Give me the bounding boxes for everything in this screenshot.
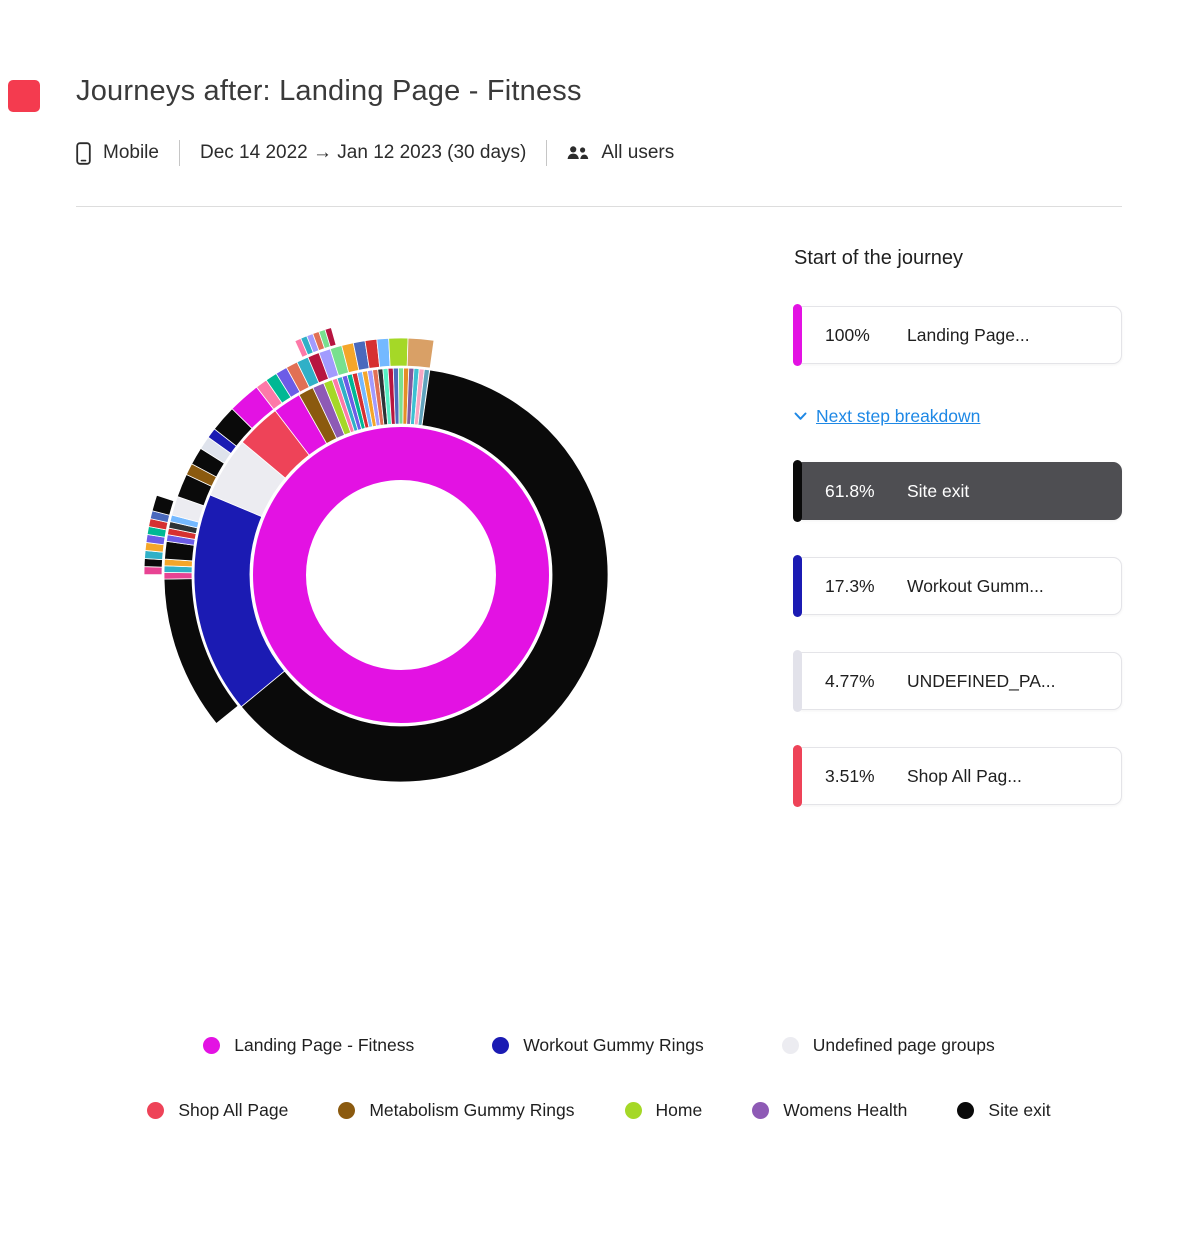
legend-item[interactable]: Shop All Page — [147, 1100, 288, 1121]
card-label: UNDEFINED_PA... — [907, 670, 1056, 691]
device-label: Mobile — [103, 142, 159, 163]
next-step-breakdown-row: Next step breakdown — [794, 404, 1122, 428]
legend-item[interactable]: Home — [624, 1100, 703, 1121]
breakdown-card-shop-all[interactable]: 3.51% Shop All Pag... — [793, 745, 1122, 807]
chevron-down-icon[interactable] — [794, 412, 807, 421]
filter-separator — [178, 140, 180, 166]
sunburst-segment[interactable] — [388, 337, 409, 367]
legend-label: Landing Page - Fitness — [234, 1035, 415, 1055]
filter-separator — [546, 140, 548, 166]
legend-color-dot — [203, 1037, 221, 1054]
sunburst-segment[interactable] — [324, 327, 337, 348]
card-percent: 4.77% — [825, 670, 875, 691]
legend-label: Metabolism Gummy Rings — [369, 1100, 575, 1120]
legend-color-dot — [338, 1102, 356, 1119]
legend-item[interactable]: Undefined page groups — [781, 1035, 995, 1056]
header-divider — [76, 206, 1122, 207]
date-range-filter[interactable]: Dec 14 2022 → Jan 12 2023 (30 days) — [200, 142, 526, 164]
legend-row: Shop All Page Metabolism Gummy Rings Home W… — [76, 1100, 1122, 1121]
sunburst-segment[interactable] — [151, 494, 175, 516]
sunburst-segment[interactable] — [240, 369, 609, 783]
legend-label: Womens Health — [783, 1100, 908, 1120]
journey-panel: Start of the journey 100% Landing Page..… — [793, 215, 1122, 895]
page: Journeys after: Landing Page - Fitness M… — [0, 72, 1200, 1121]
legend-label: Shop All Page — [178, 1100, 289, 1120]
sunburst-segment[interactable] — [163, 572, 193, 580]
card-percent: 100% — [825, 324, 870, 345]
legend-color-dot — [957, 1102, 975, 1119]
card-percent: 3.51% — [825, 765, 875, 786]
card-color-bar — [793, 650, 802, 712]
card-label: Landing Page... — [907, 324, 1030, 345]
card-percent: 17.3% — [825, 575, 875, 596]
legend-row: Landing Page - Fitness Workout Gummy Ring… — [76, 1035, 1122, 1056]
date-range-label: Dec 14 2022 → Jan 12 2023 (30 days) — [199, 142, 527, 163]
legend-label: Undefined page groups — [812, 1035, 995, 1055]
sunburst-segment[interactable] — [417, 368, 431, 426]
sunburst-segment[interactable] — [253, 427, 549, 723]
legend-color-dot — [492, 1037, 510, 1054]
sunburst-segment[interactable] — [143, 566, 163, 576]
legend-color-dot — [752, 1102, 770, 1119]
card-color-bar — [793, 460, 802, 522]
mobile-phone-icon — [76, 141, 91, 165]
legend-item[interactable]: Metabolism Gummy Rings — [338, 1100, 575, 1121]
card-label: Shop All Pag... — [907, 765, 1022, 786]
legend-color-dot — [624, 1102, 642, 1119]
card-color-bar — [793, 745, 802, 807]
breakdown-card-undefined[interactable]: 4.77% UNDEFINED_PA... — [793, 650, 1122, 712]
report-filters: Mobile Dec 14 2022 → Jan 12 2023 (30 day… — [76, 138, 1122, 168]
card-percent: 61.8% — [825, 480, 875, 501]
breakdown-card-workout-gummy[interactable]: 17.3% Workout Gumm... — [793, 555, 1122, 617]
legend-label: Home — [655, 1100, 703, 1120]
legend-label: Workout Gummy Rings — [523, 1035, 704, 1055]
legend-label: Site exit — [988, 1100, 1051, 1120]
legend-color-dot — [781, 1037, 799, 1054]
card-color-bar — [793, 555, 802, 617]
audience-label: All users — [601, 142, 675, 163]
next-step-breakdown-link[interactable]: Next step breakdown — [816, 405, 981, 426]
chart-legend: Landing Page - Fitness Workout Gummy Ring… — [76, 1035, 1122, 1121]
legend-item[interactable]: Womens Health — [752, 1100, 907, 1121]
legend-item[interactable]: Workout Gummy Rings — [492, 1035, 704, 1056]
corner-marker — [8, 80, 40, 112]
journey-start-card[interactable]: 100% Landing Page... — [793, 304, 1122, 366]
page-title: Journeys after: Landing Page - Fitness — [76, 75, 582, 107]
legend-item[interactable]: Site exit — [957, 1100, 1051, 1121]
device-filter[interactable]: Mobile — [76, 141, 159, 165]
audience-filter[interactable]: All users — [567, 142, 674, 164]
users-icon — [567, 146, 589, 159]
card-label: Site exit — [907, 480, 970, 501]
panel-title: Start of the journey — [794, 247, 963, 269]
sunburst-chart[interactable] — [76, 215, 794, 895]
legend-item[interactable]: Landing Page - Fitness — [203, 1035, 414, 1056]
card-label: Workout Gumm... — [907, 575, 1044, 596]
sunburst-segment[interactable] — [406, 337, 435, 369]
report-body: Start of the journey 100% Landing Page..… — [76, 215, 1122, 895]
breakdown-card-site-exit[interactable]: 61.8% Site exit — [793, 460, 1122, 522]
legend-color-dot — [147, 1102, 165, 1119]
card-color-bar — [793, 304, 802, 366]
